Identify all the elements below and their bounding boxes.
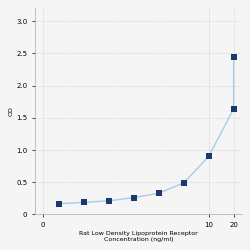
Point <box>232 107 236 111</box>
Point <box>157 191 161 195</box>
X-axis label: Rat Low Density Lipoprotein Receptor
Concentration (ng/ml): Rat Low Density Lipoprotein Receptor Con… <box>79 231 198 242</box>
Point <box>57 202 61 206</box>
Point <box>207 154 211 158</box>
Point <box>132 196 136 200</box>
Point <box>107 199 111 203</box>
Point <box>232 55 236 59</box>
Point <box>182 181 186 185</box>
Y-axis label: OD: OD <box>8 106 13 116</box>
Point <box>82 200 86 204</box>
